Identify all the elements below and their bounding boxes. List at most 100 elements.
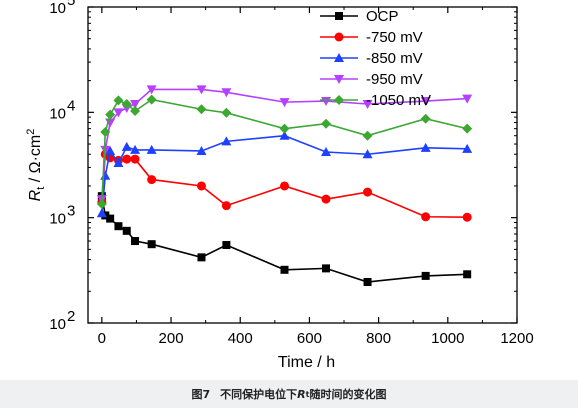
- data-point-circle: [321, 194, 331, 204]
- data-point-triangle-down: [196, 85, 207, 95]
- data-point-diamond: [100, 127, 111, 138]
- legend-label: -750 mV: [366, 29, 423, 46]
- y-axis-title: Rt / Ω·cm2: [25, 129, 47, 202]
- data-point-square: [131, 237, 140, 246]
- data-point-square: [114, 222, 123, 231]
- data-point-circle: [421, 212, 431, 222]
- legend-label: -1050 mV: [366, 92, 431, 109]
- x-tick-label: 1200: [500, 330, 533, 347]
- data-point-triangle-up: [105, 145, 116, 155]
- data-point-square: [106, 214, 115, 223]
- legend-item: -1050 mV: [320, 92, 431, 109]
- x-tick-label: 1000: [431, 330, 464, 347]
- y-tick-label-exponent: 5: [67, 0, 75, 9]
- data-point-diamond: [462, 123, 473, 134]
- data-point-triangle-up: [196, 145, 207, 155]
- data-point-triangle-down: [221, 88, 232, 98]
- y-tick-label: 10: [49, 105, 66, 122]
- x-tick-label: 600: [297, 330, 322, 347]
- data-point-triangle-up: [100, 170, 111, 180]
- series-0: [97, 192, 472, 287]
- series-line: [101, 134, 468, 214]
- data-point-triangle-up: [121, 141, 132, 151]
- data-point-diamond: [113, 95, 124, 106]
- data-point-square: [322, 264, 331, 273]
- data-point-square: [197, 253, 206, 262]
- data-point-diamond: [279, 123, 290, 134]
- caption-symbol-sub: t: [305, 389, 310, 399]
- data-point-square: [122, 226, 131, 235]
- data-point-triangle-up: [321, 147, 332, 157]
- data-point-square: [222, 241, 231, 250]
- data-point-triangle-down: [420, 97, 431, 107]
- legend-label: OCP: [366, 8, 399, 25]
- data-point-square: [147, 240, 156, 249]
- data-point-triangle-down: [146, 85, 157, 95]
- data-point-triangle-down: [279, 98, 290, 108]
- data-point-square: [280, 265, 289, 274]
- data-point-diamond: [221, 107, 232, 118]
- y-tick-label-exponent: 4: [67, 97, 75, 114]
- data-point-square: [421, 271, 430, 280]
- legend-item: OCP: [320, 8, 399, 25]
- data-point-triangle-up: [146, 144, 157, 154]
- data-point-triangle-down: [100, 145, 111, 155]
- y-tick-label-exponent: 2: [67, 308, 75, 325]
- data-point-diamond: [105, 109, 116, 120]
- data-point-circle: [196, 181, 206, 191]
- data-point-triangle-up: [221, 136, 232, 146]
- data-point-circle: [334, 32, 344, 42]
- legend-item: -850 mV: [320, 50, 423, 67]
- data-point-triangle-up: [113, 158, 124, 168]
- legend-label: -850 mV: [366, 50, 423, 67]
- data-point-diamond: [362, 130, 373, 141]
- y-tick-label: 10: [49, 316, 66, 333]
- data-point-circle: [363, 187, 373, 197]
- x-tick-label: 0: [98, 330, 106, 347]
- data-point-diamond: [196, 104, 207, 115]
- x-axis-title: Time / h: [278, 354, 335, 371]
- series-3: [96, 85, 473, 205]
- caption-figure-number: 图7: [191, 388, 211, 401]
- data-point-diamond: [334, 95, 344, 105]
- caption-text-before: 不同保护电位下: [220, 388, 298, 401]
- data-point-triangle-down: [334, 75, 344, 84]
- data-point-circle: [122, 154, 132, 164]
- y-tick-label-exponent: 3: [67, 203, 75, 220]
- data-point-diamond: [130, 105, 141, 116]
- legend-item: -950 mV: [320, 71, 423, 88]
- x-tick-label: 400: [228, 330, 253, 347]
- y-tick-label: 10: [49, 0, 66, 17]
- data-point-triangle-up: [96, 208, 107, 218]
- data-point-triangle-up: [334, 53, 344, 62]
- data-point-square: [335, 12, 343, 20]
- data-point-triangle-down: [462, 94, 473, 104]
- data-point-diamond: [146, 94, 157, 105]
- plot-frame: [87, 6, 518, 324]
- data-point-circle: [280, 181, 290, 191]
- series-1: [97, 149, 472, 222]
- data-point-triangle-up: [279, 130, 290, 140]
- data-point-triangle-up: [130, 144, 141, 154]
- caption-text-after: 随时间的变化图: [309, 388, 387, 401]
- data-point-square: [463, 270, 472, 279]
- data-point-diamond: [321, 118, 332, 129]
- y-tick-label: 10: [49, 211, 66, 228]
- data-point-triangle-down: [362, 99, 373, 109]
- caption-symbol: R: [297, 387, 306, 401]
- series-2: [96, 130, 473, 218]
- data-point-square: [363, 278, 372, 287]
- data-point-circle: [221, 201, 231, 211]
- data-point-diamond: [420, 113, 431, 124]
- legend-item: -750 mV: [320, 29, 423, 46]
- series-4: [96, 94, 473, 209]
- data-point-diamond: [121, 98, 132, 109]
- data-point-circle: [130, 154, 140, 164]
- data-point-diamond: [96, 198, 107, 209]
- legend-label: -950 mV: [366, 71, 423, 88]
- x-tick-label: 800: [366, 330, 391, 347]
